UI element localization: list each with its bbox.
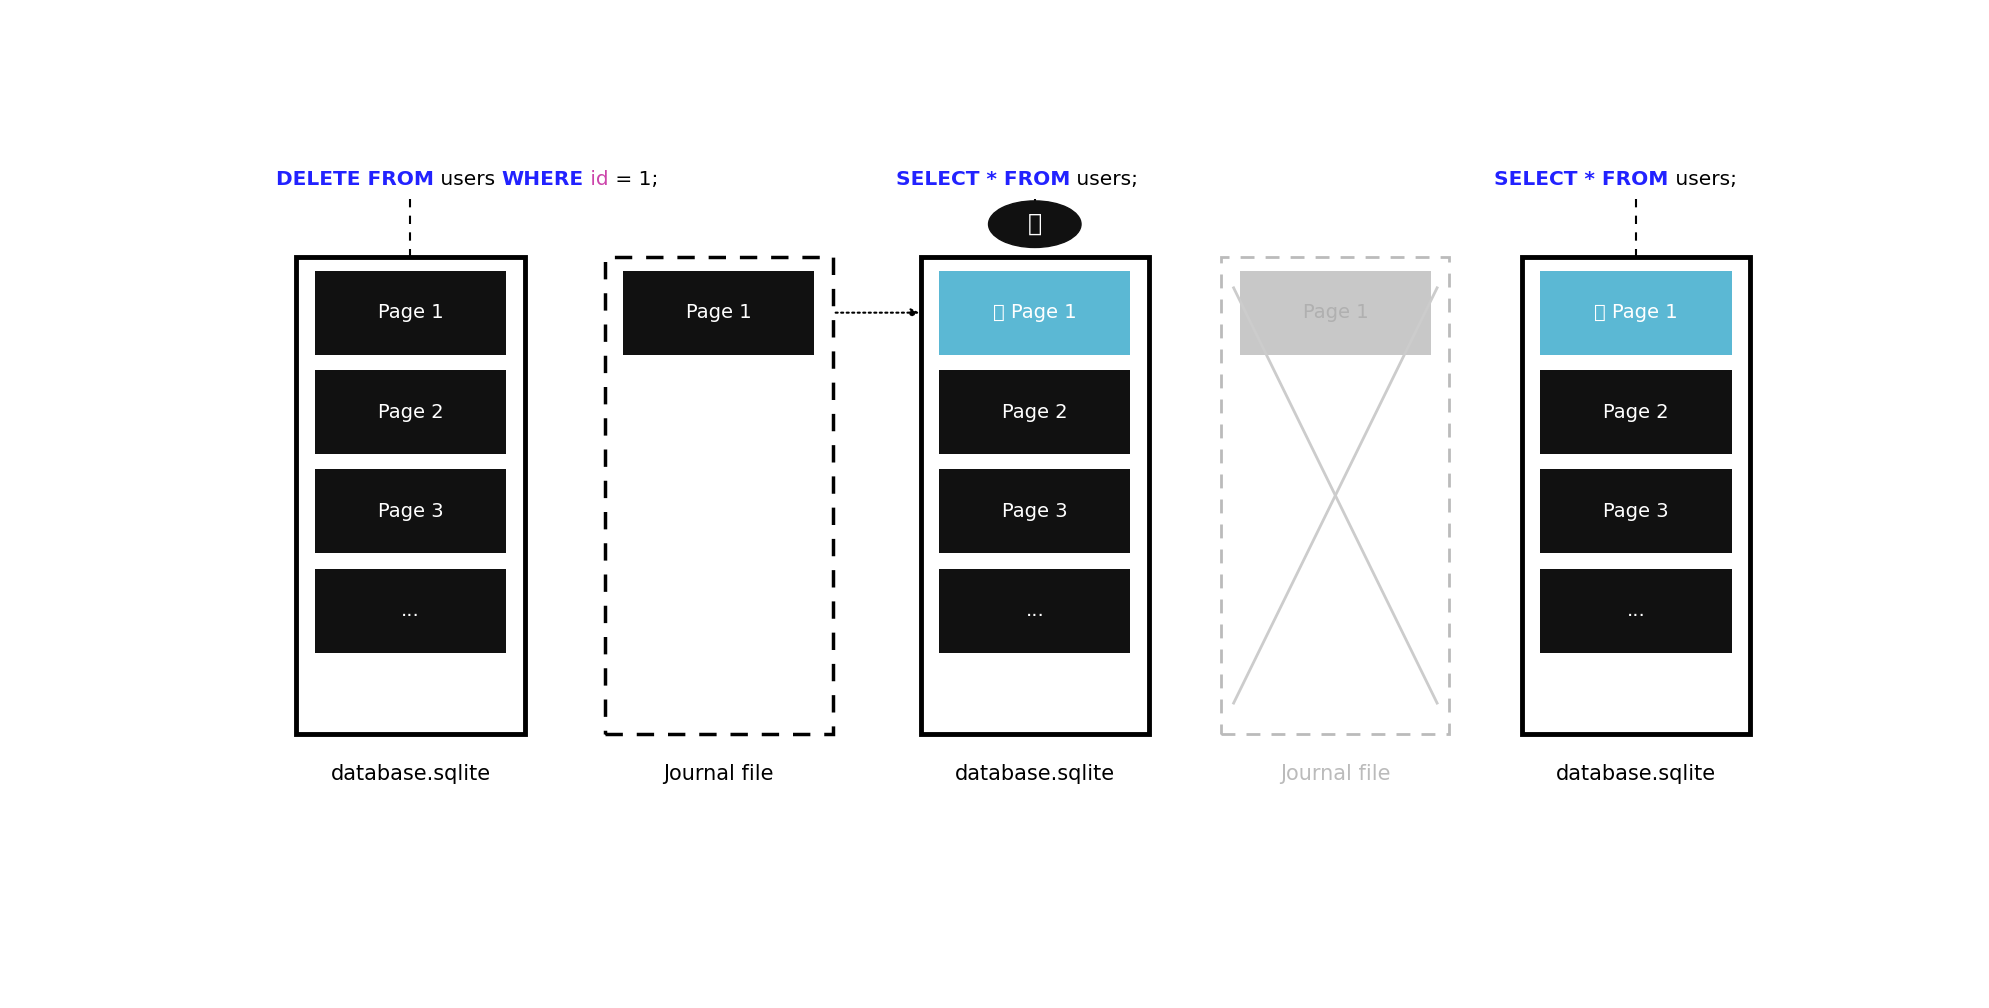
Text: database.sqlite: database.sqlite bbox=[955, 764, 1116, 784]
Text: id: id bbox=[585, 169, 609, 188]
Text: Journal file: Journal file bbox=[664, 764, 774, 784]
Bar bbox=[1239, 271, 1430, 355]
Text: ...: ... bbox=[1627, 601, 1645, 620]
Text: WHERE: WHERE bbox=[501, 169, 585, 188]
Text: Page 3: Page 3 bbox=[1603, 502, 1669, 521]
Text: = 1;: = 1; bbox=[609, 169, 658, 188]
Text: Page 3: Page 3 bbox=[1002, 502, 1068, 521]
Bar bbox=[939, 470, 1130, 553]
Text: Page 3: Page 3 bbox=[378, 502, 444, 521]
Text: 🔒 Page 1: 🔒 Page 1 bbox=[1593, 303, 1679, 323]
Bar bbox=[1539, 271, 1732, 355]
Text: ✋: ✋ bbox=[1028, 213, 1042, 236]
Text: Page 1: Page 1 bbox=[1303, 303, 1368, 323]
Text: users: users bbox=[434, 169, 501, 188]
Bar bbox=[1539, 470, 1732, 553]
Bar bbox=[1221, 257, 1450, 734]
Bar bbox=[1522, 257, 1750, 734]
Bar bbox=[921, 257, 1150, 734]
Text: Page 2: Page 2 bbox=[1002, 402, 1068, 421]
Bar bbox=[1539, 370, 1732, 454]
Bar bbox=[314, 470, 505, 553]
Text: Journal file: Journal file bbox=[1281, 764, 1390, 784]
Text: database.sqlite: database.sqlite bbox=[1555, 764, 1717, 784]
Bar bbox=[296, 257, 525, 734]
Bar bbox=[939, 569, 1130, 652]
Bar bbox=[939, 370, 1130, 454]
Bar bbox=[605, 257, 833, 734]
Circle shape bbox=[989, 201, 1082, 248]
Bar bbox=[939, 271, 1130, 355]
Text: Page 1: Page 1 bbox=[378, 303, 444, 323]
Bar bbox=[1539, 569, 1732, 652]
Text: Page 1: Page 1 bbox=[686, 303, 752, 323]
Text: ...: ... bbox=[402, 601, 420, 620]
Text: Page 2: Page 2 bbox=[1603, 402, 1669, 421]
Text: DELETE FROM: DELETE FROM bbox=[276, 169, 434, 188]
Bar bbox=[314, 271, 505, 355]
Bar bbox=[314, 370, 505, 454]
Text: SELECT * FROM: SELECT * FROM bbox=[1494, 169, 1669, 188]
Text: Page 2: Page 2 bbox=[378, 402, 444, 421]
Text: SELECT * FROM: SELECT * FROM bbox=[895, 169, 1070, 188]
Text: users;: users; bbox=[1070, 169, 1138, 188]
Text: 🔒 Page 1: 🔒 Page 1 bbox=[993, 303, 1076, 323]
Text: users;: users; bbox=[1669, 169, 1736, 188]
Bar bbox=[314, 569, 505, 652]
Bar bbox=[623, 271, 814, 355]
Text: database.sqlite: database.sqlite bbox=[330, 764, 491, 784]
Text: ...: ... bbox=[1026, 601, 1044, 620]
